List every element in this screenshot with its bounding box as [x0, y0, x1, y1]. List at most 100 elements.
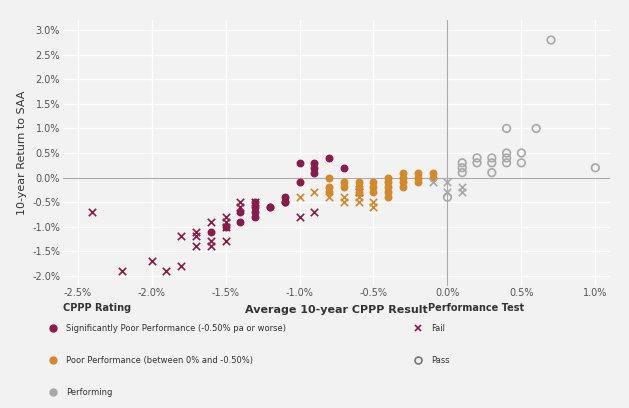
Point [250, 204, 260, 210]
Point [309, 169, 320, 176]
Point [206, 228, 216, 235]
Point [221, 224, 231, 230]
Point [235, 204, 245, 210]
Point [324, 189, 334, 195]
Point [339, 164, 349, 171]
Point [353, 184, 364, 191]
Point [487, 160, 497, 166]
Point [294, 179, 304, 186]
Point [353, 189, 364, 195]
Point [413, 169, 423, 176]
Point [428, 169, 438, 176]
Text: Performance Test: Performance Test [428, 303, 524, 313]
Point [413, 179, 423, 186]
Point [501, 160, 511, 166]
Point [294, 213, 304, 220]
Text: Performing: Performing [66, 388, 113, 397]
Point [250, 199, 260, 205]
Point [516, 160, 526, 166]
Text: Significantly Poor Performance (-0.50% pa or worse): Significantly Poor Performance (-0.50% p… [66, 324, 286, 333]
Point [176, 233, 186, 240]
Point [531, 125, 541, 132]
Point [501, 150, 511, 156]
Point [309, 189, 320, 195]
Point [413, 174, 423, 181]
Point [162, 268, 172, 274]
Point [117, 268, 127, 274]
Point [516, 150, 526, 156]
Point [250, 208, 260, 215]
Point [339, 199, 349, 205]
Y-axis label: 10-year Return to SAA: 10-year Return to SAA [16, 91, 26, 215]
Point [353, 194, 364, 200]
Point [324, 174, 334, 181]
Point [398, 184, 408, 191]
Point [265, 204, 275, 210]
Point [428, 179, 438, 186]
Point [590, 164, 600, 171]
Point [428, 174, 438, 181]
Point [442, 194, 452, 200]
Point [221, 224, 231, 230]
Text: Poor Performance (between 0% and -0.50%): Poor Performance (between 0% and -0.50%) [66, 355, 253, 364]
Point [457, 189, 467, 195]
Point [353, 189, 364, 195]
Point [369, 199, 379, 205]
Point [191, 228, 201, 235]
Text: CPPP Rating: CPPP Rating [63, 303, 131, 313]
Point [191, 243, 201, 250]
Point [250, 213, 260, 220]
Point [339, 184, 349, 191]
Point [206, 219, 216, 225]
Text: Pass: Pass [431, 355, 450, 364]
X-axis label: Average 10-year CPPP Result: Average 10-year CPPP Result [245, 305, 428, 315]
Point [280, 199, 290, 205]
Point [398, 169, 408, 176]
Point [457, 184, 467, 191]
Point [147, 258, 157, 264]
Point [235, 208, 245, 215]
Point [339, 179, 349, 186]
Point [457, 160, 467, 166]
Point [383, 189, 393, 195]
Point [546, 37, 556, 43]
Point [487, 169, 497, 176]
Point [457, 164, 467, 171]
Point [324, 184, 334, 191]
Point [472, 155, 482, 161]
Point [501, 155, 511, 161]
Point [383, 174, 393, 181]
Point [206, 243, 216, 250]
Point [501, 125, 511, 132]
Point [221, 219, 231, 225]
Point [280, 194, 290, 200]
Point [353, 179, 364, 186]
Point [398, 179, 408, 186]
Point [383, 184, 393, 191]
Point [250, 199, 260, 205]
Point [87, 208, 97, 215]
Point [265, 204, 275, 210]
Point [280, 199, 290, 205]
Point [235, 199, 245, 205]
Point [457, 169, 467, 176]
Point [309, 164, 320, 171]
Point [339, 194, 349, 200]
Point [294, 194, 304, 200]
Point [369, 204, 379, 210]
Point [442, 179, 452, 186]
Point [324, 194, 334, 200]
Point [383, 194, 393, 200]
Point [235, 219, 245, 225]
Point [398, 174, 408, 181]
Point [191, 233, 201, 240]
Point [176, 263, 186, 269]
Point [472, 160, 482, 166]
Point [442, 189, 452, 195]
Point [369, 184, 379, 191]
Point [324, 155, 334, 161]
Point [294, 160, 304, 166]
Point [221, 238, 231, 245]
Point [309, 160, 320, 166]
Point [383, 179, 393, 186]
